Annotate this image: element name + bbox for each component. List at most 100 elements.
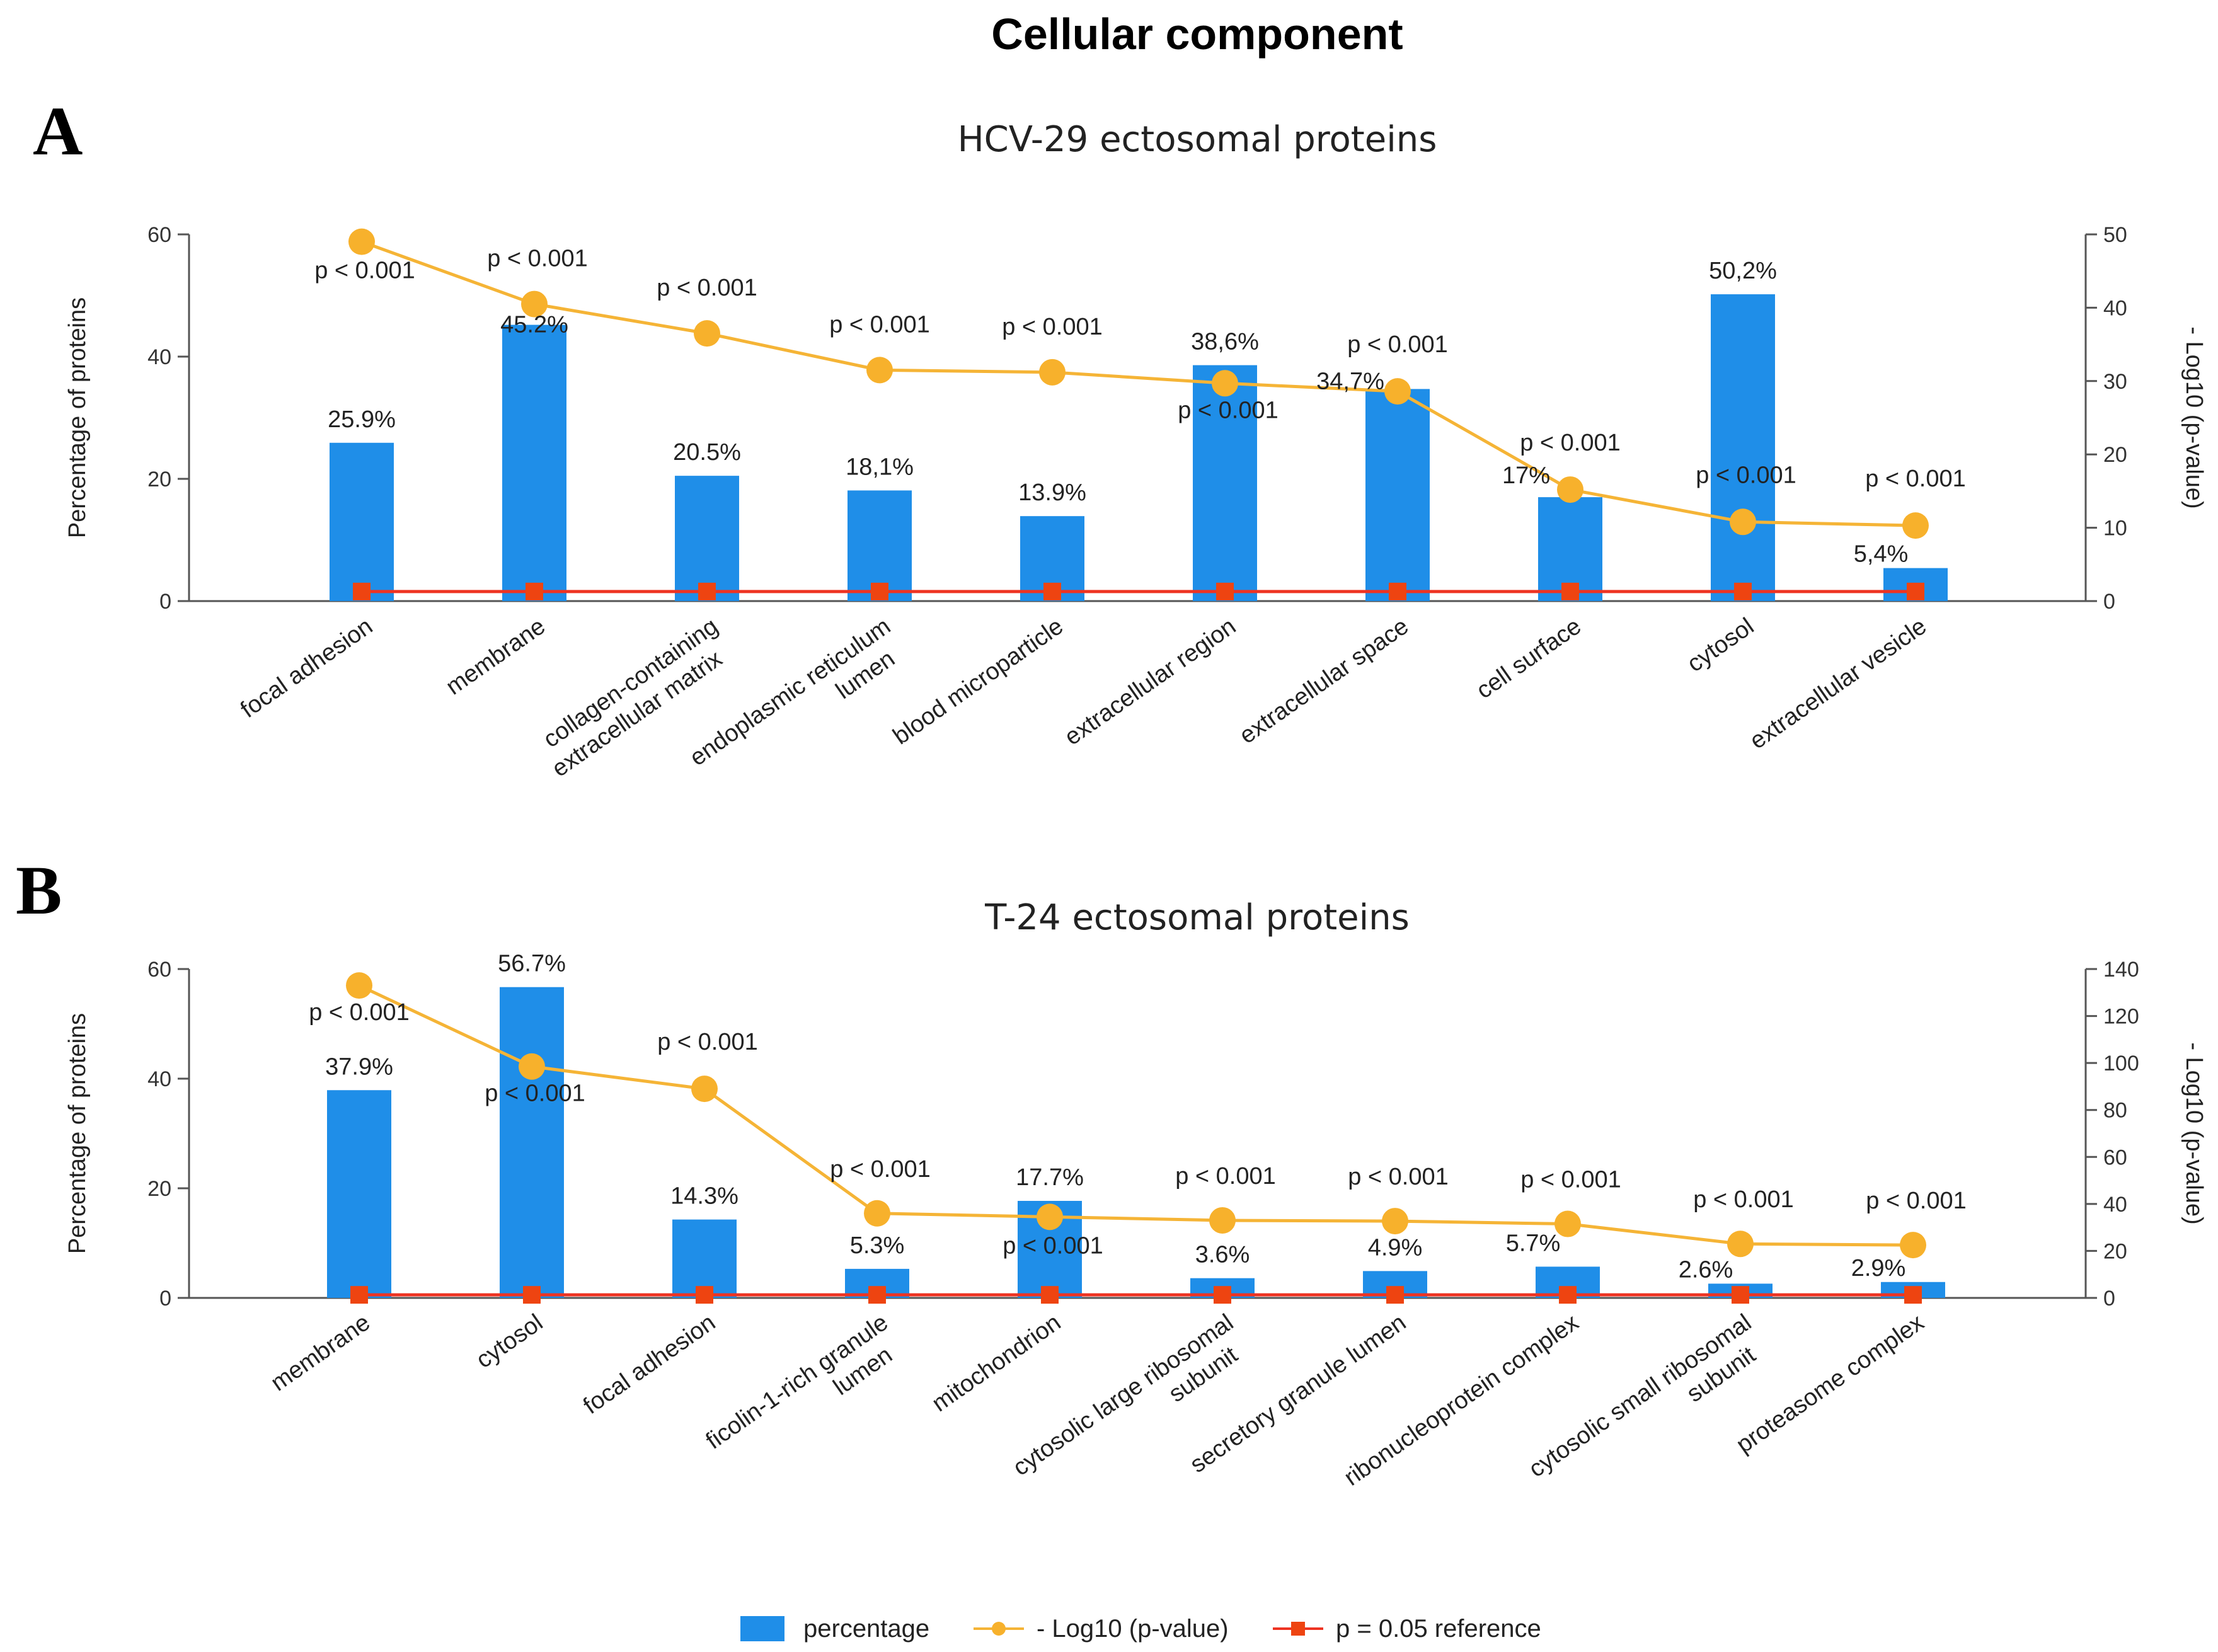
a-category-label: endoplasmic reticulumlumen bbox=[685, 613, 912, 795]
a-category-label: cell surface bbox=[1472, 613, 1587, 704]
b-reference-marker bbox=[1732, 1286, 1749, 1304]
a-log10-marker bbox=[1384, 378, 1411, 405]
b-bar bbox=[672, 1219, 737, 1298]
a-p-value-label: p < 0.001 bbox=[314, 258, 415, 284]
b-reference-marker bbox=[350, 1286, 368, 1304]
b-right-tick-label: 20 bbox=[2103, 1239, 2127, 1263]
a-log10-marker bbox=[1557, 476, 1583, 503]
a-reference-marker bbox=[353, 582, 371, 600]
b-y-axis-title: Percentage of proteins bbox=[64, 1013, 91, 1254]
a-log10-marker bbox=[694, 320, 720, 347]
a-log10-marker bbox=[1212, 370, 1238, 397]
b-category-label: cytosol bbox=[471, 1309, 548, 1374]
a-bar-value-label: 5,4% bbox=[1854, 541, 1909, 568]
b-bar-value-label: 2.9% bbox=[1851, 1255, 1906, 1282]
b-p-value-label: p < 0.001 bbox=[657, 1029, 758, 1055]
a-bar bbox=[1711, 294, 1775, 601]
a-log10-marker bbox=[866, 357, 893, 384]
b-category-label: proteasome complex bbox=[1732, 1309, 1929, 1459]
a-bar bbox=[848, 490, 912, 601]
b-p-value-label: p < 0.001 bbox=[309, 999, 410, 1026]
legend-percentage-swatch bbox=[740, 1616, 784, 1641]
b-p-value-label: p < 0.001 bbox=[485, 1081, 585, 1107]
b-left-tick-label: 20 bbox=[147, 1177, 171, 1201]
legend-log10-marker bbox=[992, 1622, 1006, 1636]
b-log10-marker bbox=[346, 972, 372, 999]
a-right-tick-label: 30 bbox=[2103, 370, 2127, 394]
b-category-label: focal adhesion bbox=[578, 1309, 720, 1420]
a-bar-value-label: 50,2% bbox=[1709, 258, 1777, 284]
a-bar-value-label: 18,1% bbox=[846, 454, 914, 480]
a-y-axis-title: Percentage of proteins bbox=[64, 297, 91, 538]
b-bar-value-label: 37.9% bbox=[325, 1053, 393, 1080]
a-reference-marker bbox=[698, 582, 716, 600]
a-log10-marker bbox=[1902, 512, 1929, 539]
b-bar-value-label: 5.7% bbox=[1506, 1230, 1561, 1256]
b-bar-value-label: 2.6% bbox=[1679, 1256, 1733, 1283]
b-bar-value-label: 5.3% bbox=[850, 1232, 905, 1259]
a-reference-marker bbox=[1389, 582, 1406, 600]
a-bar bbox=[675, 476, 739, 601]
a-p-value-label: p < 0.001 bbox=[657, 275, 757, 301]
a-p-value-label: p < 0.001 bbox=[1347, 331, 1448, 358]
b-y2-axis-title: - Log10 (p-value) bbox=[2181, 1042, 2207, 1224]
b-reference-marker bbox=[1214, 1286, 1231, 1304]
b-log10-marker bbox=[519, 1053, 545, 1080]
panel-b-title: T-24 ectosomal proteins bbox=[984, 897, 1410, 938]
b-left-tick-label: 40 bbox=[147, 1067, 171, 1091]
b-p-value-label: p < 0.001 bbox=[1693, 1186, 1794, 1213]
a-left-tick-label: 0 bbox=[159, 590, 171, 614]
a-category-label: cytosol bbox=[1682, 613, 1759, 677]
b-log10-marker bbox=[1037, 1203, 1063, 1230]
a-category-label: extracellular space bbox=[1235, 613, 1414, 749]
a-right-tick-label: 20 bbox=[2103, 443, 2127, 467]
a-category-label: membrane bbox=[441, 613, 550, 701]
b-log10-marker bbox=[1727, 1230, 1754, 1258]
b-p-value-label: p < 0.001 bbox=[830, 1156, 931, 1183]
b-right-tick-label: 120 bbox=[2103, 1005, 2139, 1029]
a-bar bbox=[1365, 389, 1430, 601]
a-bar bbox=[330, 442, 394, 601]
a-category-label: extracellular vesicle bbox=[1745, 613, 1931, 755]
panel-a-letter: A bbox=[33, 93, 83, 169]
a-bar-value-label: 25.9% bbox=[328, 406, 396, 433]
b-category-label: membrane bbox=[266, 1309, 375, 1397]
chart-a: 0 20 40 60 0 10 20 30 40 50 Percentage of proteins… bbox=[64, 223, 2207, 795]
b-bar bbox=[327, 1090, 391, 1298]
a-left-tick-label: 20 bbox=[147, 467, 171, 491]
b-reference-marker bbox=[1559, 1286, 1577, 1304]
legend-log10-label: - Log10 (p-value) bbox=[1037, 1615, 1229, 1643]
a-reference-marker bbox=[871, 582, 888, 600]
a-bar-value-label: 38,6% bbox=[1191, 329, 1259, 355]
b-p-value-label: p < 0.001 bbox=[1003, 1232, 1103, 1259]
a-log10-marker bbox=[1730, 508, 1756, 536]
a-left-tick-label: 40 bbox=[147, 345, 171, 369]
a-reference-marker bbox=[1043, 582, 1061, 600]
a-right-tick-label: 10 bbox=[2103, 517, 2127, 541]
a-reference-marker bbox=[526, 582, 543, 600]
b-p-value-label: p < 0.001 bbox=[1520, 1167, 1621, 1193]
a-log10-marker bbox=[1039, 359, 1066, 386]
a-p-value-label: p < 0.001 bbox=[1002, 314, 1103, 340]
b-right-tick-label: 100 bbox=[2103, 1052, 2139, 1076]
b-log10-marker bbox=[1382, 1208, 1408, 1235]
legend-percentage-label: percentage bbox=[803, 1615, 929, 1643]
a-p-value-label: p < 0.001 bbox=[1696, 462, 1796, 488]
a-category-label: focal adhesion bbox=[236, 613, 377, 723]
a-reference-marker bbox=[1734, 582, 1752, 600]
b-p-value-label: p < 0.001 bbox=[1175, 1163, 1276, 1190]
a-log10-line bbox=[361, 240, 1916, 527]
b-bar-value-label: 56.7% bbox=[498, 951, 566, 977]
a-bar-value-label: 13.9% bbox=[1018, 479, 1086, 506]
b-right-tick-label: 40 bbox=[2103, 1193, 2127, 1217]
b-right-tick-label: 80 bbox=[2103, 1099, 2127, 1123]
b-bar-value-label: 14.3% bbox=[670, 1183, 738, 1210]
a-log10-marker bbox=[348, 228, 375, 255]
a-p-value-label: p < 0.001 bbox=[487, 246, 588, 272]
b-bar-value-label: 4.9% bbox=[1368, 1234, 1423, 1261]
b-reference-marker bbox=[523, 1286, 541, 1304]
b-bar bbox=[500, 987, 564, 1298]
a-reference-marker bbox=[1216, 582, 1234, 600]
b-log10-marker bbox=[864, 1200, 890, 1227]
